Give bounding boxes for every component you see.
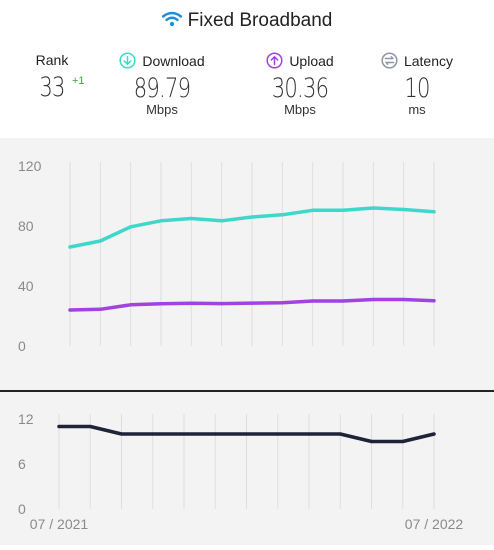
upload-label: Upload: [250, 52, 350, 69]
download-stat: Download 89.79 Mbps: [112, 52, 212, 117]
download-value: 89.79: [133, 73, 191, 104]
latency-chart-panel: 12 6 0 07 / 2021 07 / 2022: [0, 392, 494, 545]
data-point-upload: [159, 302, 163, 306]
data-point-download: [341, 208, 345, 212]
data-point-upload: [311, 299, 315, 303]
download-label-text: Download: [142, 53, 205, 69]
latency-value: 10: [404, 73, 430, 104]
data-point-latency: [432, 432, 436, 436]
rank-change-badge: +1: [72, 75, 85, 87]
data-point-download: [129, 225, 133, 229]
data-point-latency: [182, 432, 186, 436]
latency-label-text: Latency: [403, 53, 454, 69]
page-title: Fixed Broadband: [0, 10, 494, 32]
x-tick-label: 07 / 2021: [30, 516, 89, 532]
y-tick-label: 6: [18, 456, 26, 472]
upload-label-text: Upload: [289, 53, 334, 69]
header: Fixed Broadband: [0, 0, 494, 44]
upload-stat: Upload 30.36 Mbps: [250, 52, 350, 117]
chart-divider: [0, 390, 494, 392]
data-point-upload: [98, 307, 102, 311]
data-point-upload: [371, 297, 375, 302]
data-point-latency: [244, 432, 249, 436]
data-point-upload: [341, 299, 345, 303]
y-tick-label: 40: [18, 278, 34, 294]
latency-stat: Latency 10 ms: [374, 52, 460, 117]
data-point-download: [220, 219, 224, 223]
data-point-download: [371, 206, 375, 210]
data-point-latency: [276, 432, 280, 436]
upload-arrow-icon: [266, 52, 283, 69]
upload-unit: Mbps: [284, 102, 316, 117]
y-tick-label: 0: [18, 501, 26, 517]
data-point-latency: [119, 432, 124, 436]
data-point-download: [98, 239, 102, 243]
rank-stat: Rank 33: [24, 52, 80, 103]
data-point-latency: [338, 432, 342, 436]
upload-value: 30.36: [271, 73, 329, 104]
y-tick-label: 12: [18, 411, 34, 427]
data-point-download: [189, 216, 193, 221]
speed-chart-panel: 120 80 40 0: [0, 138, 494, 390]
data-point-latency: [369, 439, 374, 444]
rank-label: Rank: [35, 52, 69, 68]
data-point-download: [159, 219, 163, 223]
data-point-upload: [280, 301, 284, 305]
data-point-upload: [189, 301, 193, 305]
data-point-download: [311, 208, 315, 212]
data-point-upload: [402, 297, 406, 302]
data-point-download: [402, 207, 406, 212]
speed-chart: 120 80 40 0: [18, 158, 436, 354]
latency-chart: 12 6 007 / 2021 07 / 2022: [18, 411, 464, 532]
title-text: Fixed Broadband: [187, 10, 333, 31]
data-point-download: [280, 213, 284, 217]
stats-row: Rank 33 +1 Download 89.79 Mbps Upload 30…: [0, 52, 494, 136]
data-point-latency: [401, 439, 405, 444]
data-point-latency: [151, 432, 155, 436]
data-point-upload: [68, 308, 72, 312]
x-tick-label: 07 / 2022: [405, 516, 464, 532]
data-point-latency: [88, 424, 92, 429]
rank-value: 33: [39, 72, 65, 103]
data-point-latency: [213, 432, 217, 436]
data-point-upload: [220, 301, 224, 306]
latency-label: Latency: [374, 52, 460, 69]
wifi-icon: [161, 11, 182, 27]
download-label: Download: [112, 52, 212, 69]
data-point-upload: [129, 303, 133, 307]
data-point-upload: [432, 299, 436, 303]
data-point-latency: [307, 432, 311, 436]
download-unit: Mbps: [146, 102, 178, 117]
y-tick-label: 0: [18, 338, 26, 354]
data-point-upload: [250, 301, 254, 305]
y-tick-label: 80: [18, 218, 34, 234]
data-point-download: [68, 245, 72, 249]
download-arrow-icon: [119, 52, 136, 69]
data-point-download: [250, 215, 254, 219]
data-point-latency: [57, 424, 61, 429]
y-tick-label: 120: [18, 158, 42, 174]
data-point-download: [432, 210, 436, 214]
latency-icon: [381, 52, 398, 69]
latency-unit: ms: [408, 102, 426, 117]
